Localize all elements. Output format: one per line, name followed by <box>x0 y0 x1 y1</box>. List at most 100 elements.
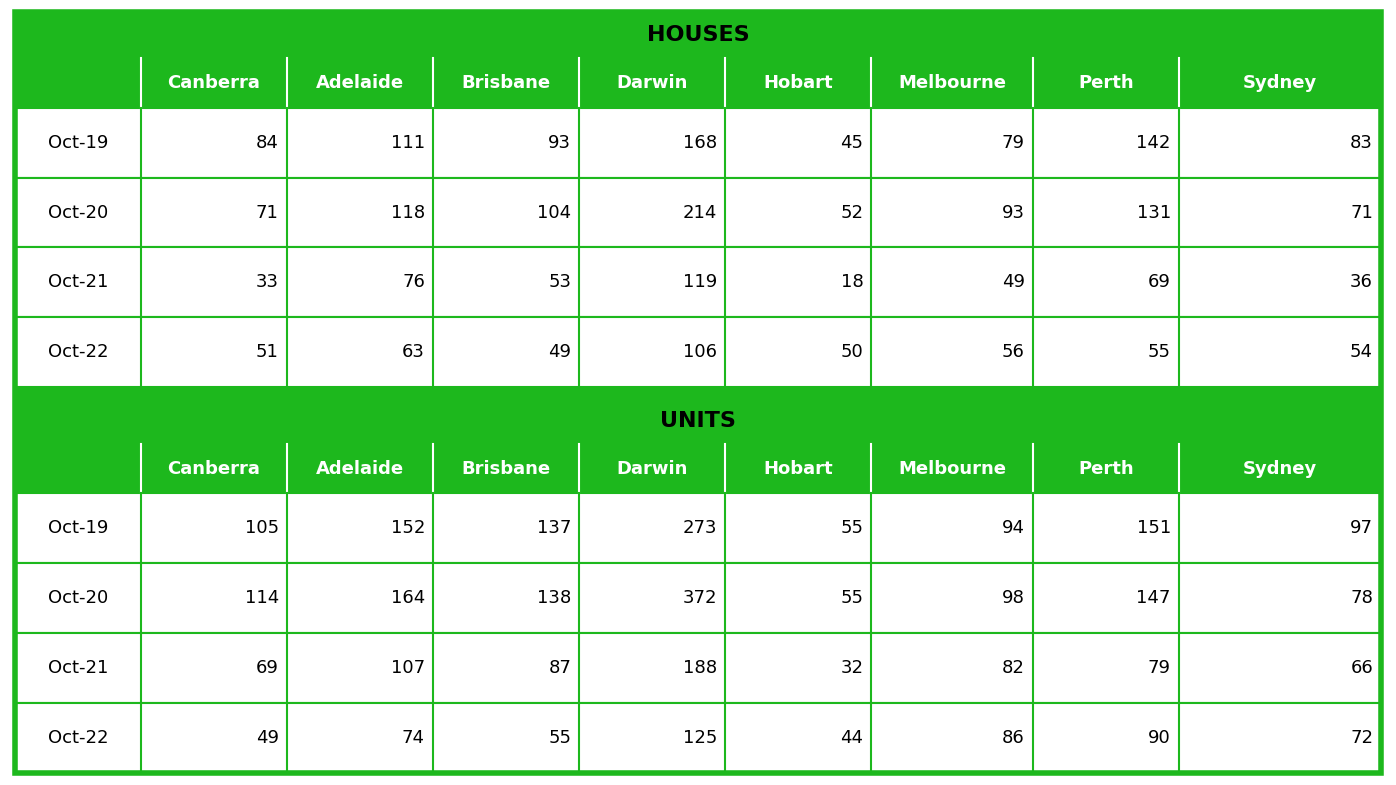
Bar <box>15 247 1381 317</box>
Text: 93: 93 <box>1002 203 1025 221</box>
Text: Perth: Perth <box>1078 74 1134 92</box>
Text: Canberra: Canberra <box>168 74 260 92</box>
Text: 69: 69 <box>255 659 279 677</box>
Text: Darwin: Darwin <box>617 74 688 92</box>
Bar <box>15 493 1381 563</box>
Text: 118: 118 <box>391 203 424 221</box>
Text: Oct-22: Oct-22 <box>47 729 107 747</box>
Bar <box>15 387 1381 398</box>
Text: 86: 86 <box>1002 729 1025 747</box>
Text: 71: 71 <box>1350 203 1374 221</box>
Text: 138: 138 <box>537 590 571 607</box>
Text: UNITS: UNITS <box>660 411 736 431</box>
Text: Adelaide: Adelaide <box>315 459 403 477</box>
Text: 105: 105 <box>244 519 279 537</box>
Text: 147: 147 <box>1136 590 1171 607</box>
Text: 151: 151 <box>1136 519 1171 537</box>
Text: Sydney: Sydney <box>1242 74 1316 92</box>
Text: Brisbane: Brisbane <box>462 459 550 477</box>
Bar <box>15 703 1381 773</box>
Text: 125: 125 <box>683 729 718 747</box>
Text: 52: 52 <box>840 203 864 221</box>
Text: 18: 18 <box>840 273 864 291</box>
Bar <box>15 444 1381 493</box>
Text: 49: 49 <box>549 343 571 361</box>
Text: Oct-22: Oct-22 <box>47 343 107 361</box>
Text: Melbourne: Melbourne <box>898 74 1007 92</box>
Text: Darwin: Darwin <box>617 459 688 477</box>
Text: Melbourne: Melbourne <box>898 459 1007 477</box>
Text: 114: 114 <box>244 590 279 607</box>
Text: 66: 66 <box>1350 659 1374 677</box>
Text: 54: 54 <box>1350 343 1374 361</box>
Text: 71: 71 <box>255 203 279 221</box>
Bar <box>15 398 1381 444</box>
Bar <box>15 108 1381 177</box>
Text: 79: 79 <box>1002 133 1025 152</box>
Text: Canberra: Canberra <box>168 459 260 477</box>
Text: 55: 55 <box>840 590 864 607</box>
Text: 55: 55 <box>1148 343 1171 361</box>
Text: 45: 45 <box>840 133 864 152</box>
Text: 188: 188 <box>683 659 718 677</box>
Bar <box>15 317 1381 387</box>
Text: 98: 98 <box>1002 590 1025 607</box>
Text: Oct-20: Oct-20 <box>47 203 107 221</box>
Text: 55: 55 <box>840 519 864 537</box>
Text: 74: 74 <box>402 729 424 747</box>
Text: 106: 106 <box>683 343 718 361</box>
Text: 87: 87 <box>549 659 571 677</box>
Text: 49: 49 <box>255 729 279 747</box>
Text: Oct-20: Oct-20 <box>47 590 107 607</box>
Text: 372: 372 <box>683 590 718 607</box>
Text: 76: 76 <box>402 273 424 291</box>
Text: 44: 44 <box>840 729 864 747</box>
Text: 164: 164 <box>391 590 424 607</box>
Text: 51: 51 <box>255 343 279 361</box>
Text: 72: 72 <box>1350 729 1374 747</box>
Text: HOUSES: HOUSES <box>646 25 750 46</box>
Text: Hobart: Hobart <box>764 459 833 477</box>
Text: 97: 97 <box>1350 519 1374 537</box>
Text: Oct-19: Oct-19 <box>47 133 107 152</box>
Text: 55: 55 <box>549 729 571 747</box>
Text: 107: 107 <box>391 659 424 677</box>
Text: 63: 63 <box>402 343 424 361</box>
Text: Brisbane: Brisbane <box>462 74 550 92</box>
Text: Oct-19: Oct-19 <box>47 519 107 537</box>
Text: Oct-21: Oct-21 <box>47 273 107 291</box>
Bar <box>15 633 1381 703</box>
Text: 50: 50 <box>840 343 864 361</box>
Text: 82: 82 <box>1002 659 1025 677</box>
Text: 53: 53 <box>549 273 571 291</box>
Bar <box>15 177 1381 247</box>
Text: 83: 83 <box>1350 133 1374 152</box>
Text: 78: 78 <box>1350 590 1374 607</box>
Bar <box>15 12 1381 58</box>
Text: 36: 36 <box>1350 273 1374 291</box>
Text: 32: 32 <box>840 659 864 677</box>
Text: 131: 131 <box>1136 203 1171 221</box>
Bar <box>15 563 1381 633</box>
Text: 69: 69 <box>1148 273 1171 291</box>
Text: 111: 111 <box>391 133 424 152</box>
Text: 93: 93 <box>549 133 571 152</box>
Text: 49: 49 <box>1002 273 1025 291</box>
Text: 168: 168 <box>683 133 718 152</box>
Text: 119: 119 <box>683 273 718 291</box>
Text: 152: 152 <box>391 519 424 537</box>
Text: 79: 79 <box>1148 659 1171 677</box>
Text: Hobart: Hobart <box>764 74 833 92</box>
Text: 84: 84 <box>255 133 279 152</box>
Text: 104: 104 <box>537 203 571 221</box>
Text: Oct-21: Oct-21 <box>47 659 107 677</box>
Text: Sydney: Sydney <box>1242 459 1316 477</box>
Text: 56: 56 <box>1002 343 1025 361</box>
Text: Perth: Perth <box>1078 459 1134 477</box>
Text: 137: 137 <box>537 519 571 537</box>
Text: 142: 142 <box>1136 133 1171 152</box>
Text: 94: 94 <box>1002 519 1025 537</box>
Text: 214: 214 <box>683 203 718 221</box>
Text: 90: 90 <box>1148 729 1171 747</box>
Text: Adelaide: Adelaide <box>315 74 403 92</box>
